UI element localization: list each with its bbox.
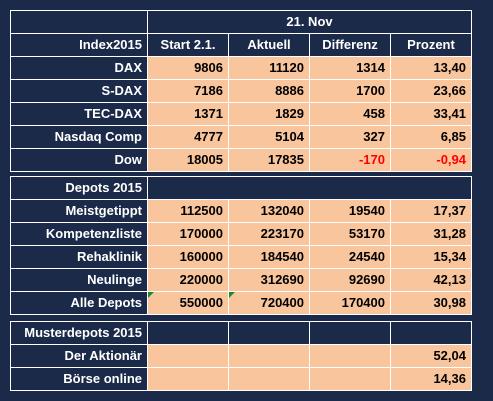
index-row-tecdax: TEC-DAX 1371 1829 458 33,41 — [10, 102, 472, 126]
col-header-prozent[interactable]: Prozent — [390, 33, 472, 57]
cell-start[interactable]: 1371 — [147, 102, 229, 126]
cell-differenz[interactable]: 92690 — [309, 268, 391, 292]
musterdepots-row-aktionaer: Der Aktionär 52,04 — [10, 344, 472, 368]
cell-start[interactable]: 9806 — [147, 56, 229, 80]
cell-aktuell[interactable]: 223170 — [228, 222, 310, 246]
depots-row-rehaklinik: Rehaklinik 160000 184540 24540 15,34 — [10, 245, 472, 269]
index-row-sdax: S-DAX 7186 8886 1700 23,66 — [10, 79, 472, 103]
blank-cell[interactable] — [390, 321, 472, 345]
cell-prozent[interactable]: 52,04 — [390, 344, 472, 368]
cell-start[interactable]: 112500 — [147, 199, 229, 223]
blank-cell[interactable] — [147, 321, 229, 345]
cell-aktuell[interactable]: 11120 — [228, 56, 310, 80]
index-table: 21. Nov Index2015 Start 2.1. Aktuell Dif… — [10, 10, 472, 172]
blank-cell[interactable] — [10, 10, 148, 34]
cell-differenz[interactable]: 170400 — [309, 291, 391, 315]
cell-prozent[interactable]: 6,85 — [390, 125, 472, 149]
row-label[interactable]: Kompetenzliste — [10, 222, 148, 246]
cell-differenz[interactable]: 327 — [309, 125, 391, 149]
row-label[interactable]: Börse online — [10, 367, 148, 391]
cell-prozent[interactable]: 13,40 — [390, 56, 472, 80]
col-header-start[interactable]: Start 2.1. — [147, 33, 229, 57]
row-label[interactable]: DAX — [10, 56, 148, 80]
cell-prozent[interactable]: 14,36 — [390, 367, 472, 391]
row-label[interactable]: S-DAX — [10, 79, 148, 103]
cell-differenz[interactable] — [309, 367, 391, 391]
cell-differenz[interactable] — [309, 344, 391, 368]
depots-title[interactable]: Depots 2015 — [10, 176, 148, 200]
blank-cell[interactable] — [147, 176, 472, 200]
cell-differenz[interactable]: 1700 — [309, 79, 391, 103]
cell-prozent[interactable]: 17,37 — [390, 199, 472, 223]
row-label[interactable]: Dow — [10, 148, 148, 172]
cell-prozent[interactable]: 15,34 — [390, 245, 472, 269]
row-label[interactable]: Meistgetippt — [10, 199, 148, 223]
cell-start[interactable]: 18005 — [147, 148, 229, 172]
cell-start[interactable]: 170000 — [147, 222, 229, 246]
row-label[interactable]: Alle Depots — [10, 291, 148, 315]
blank-cell[interactable] — [228, 321, 310, 345]
cell-aktuell[interactable]: 720400 — [228, 291, 310, 315]
cell-prozent[interactable]: 30,98 — [390, 291, 472, 315]
cell-start[interactable]: 220000 — [147, 268, 229, 292]
cell-differenz[interactable]: 458 — [309, 102, 391, 126]
cell-differenz[interactable]: 19540 — [309, 199, 391, 223]
cell-prozent-negative[interactable]: -0,94 — [390, 148, 472, 172]
cell-differenz[interactable]: 1314 — [309, 56, 391, 80]
cell-aktuell[interactable]: 17835 — [228, 148, 310, 172]
musterdepots-title[interactable]: Musterdepots 2015 — [10, 321, 148, 345]
depots-row-neulinge: Neulinge 220000 312690 92690 42,13 — [10, 268, 472, 292]
index-row-dax: DAX 9806 11120 1314 13,40 — [10, 56, 472, 80]
col-header-index[interactable]: Index2015 — [10, 33, 148, 57]
index-row-dow: Dow 18005 17835 -170 -0,94 — [10, 148, 472, 172]
cell-prozent[interactable]: 42,13 — [390, 268, 472, 292]
depots-table: Depots 2015 Meistgetippt 112500 132040 1… — [10, 176, 472, 315]
cell-aktuell[interactable] — [228, 344, 310, 368]
cell-differenz[interactable]: 24540 — [309, 245, 391, 269]
col-header-aktuell[interactable]: Aktuell — [228, 33, 310, 57]
row-label[interactable]: Neulinge — [10, 268, 148, 292]
depots-row-meistgetippt: Meistgetippt 112500 132040 19540 17,37 — [10, 199, 472, 223]
row-label[interactable]: Nasdaq Comp — [10, 125, 148, 149]
depots-row-alle: Alle Depots 550000 720400 170400 30,98 — [10, 291, 472, 315]
cell-start[interactable] — [147, 367, 229, 391]
cell-differenz-negative[interactable]: -170 — [309, 148, 391, 172]
cell-start[interactable]: 550000 — [147, 291, 229, 315]
date-header[interactable]: 21. Nov — [147, 10, 472, 34]
musterdepots-table: Musterdepots 2015 Der Aktionär 52,04 Bör… — [10, 321, 472, 391]
cell-aktuell[interactable]: 312690 — [228, 268, 310, 292]
cell-aktuell[interactable]: 132040 — [228, 199, 310, 223]
cell-prozent[interactable]: 31,28 — [390, 222, 472, 246]
cell-aktuell[interactable]: 1829 — [228, 102, 310, 126]
cell-differenz[interactable]: 53170 — [309, 222, 391, 246]
cell-start[interactable]: 160000 — [147, 245, 229, 269]
index-row-nasdaq: Nasdaq Comp 4777 5104 327 6,85 — [10, 125, 472, 149]
row-label[interactable]: TEC-DAX — [10, 102, 148, 126]
musterdepots-row-boerse: Börse online 14,36 — [10, 367, 472, 391]
cell-start[interactable] — [147, 344, 229, 368]
blank-cell[interactable] — [309, 321, 391, 345]
cell-aktuell[interactable]: 184540 — [228, 245, 310, 269]
cell-prozent[interactable]: 33,41 — [390, 102, 472, 126]
cell-aktuell[interactable] — [228, 367, 310, 391]
col-header-differenz[interactable]: Differenz — [309, 33, 391, 57]
cell-start[interactable]: 7186 — [147, 79, 229, 103]
cell-prozent[interactable]: 23,66 — [390, 79, 472, 103]
row-label[interactable]: Rehaklinik — [10, 245, 148, 269]
depots-row-kompetenzliste: Kompetenzliste 170000 223170 53170 31,28 — [10, 222, 472, 246]
cell-aktuell[interactable]: 5104 — [228, 125, 310, 149]
row-label[interactable]: Der Aktionär — [10, 344, 148, 368]
cell-aktuell[interactable]: 8886 — [228, 79, 310, 103]
cell-start[interactable]: 4777 — [147, 125, 229, 149]
